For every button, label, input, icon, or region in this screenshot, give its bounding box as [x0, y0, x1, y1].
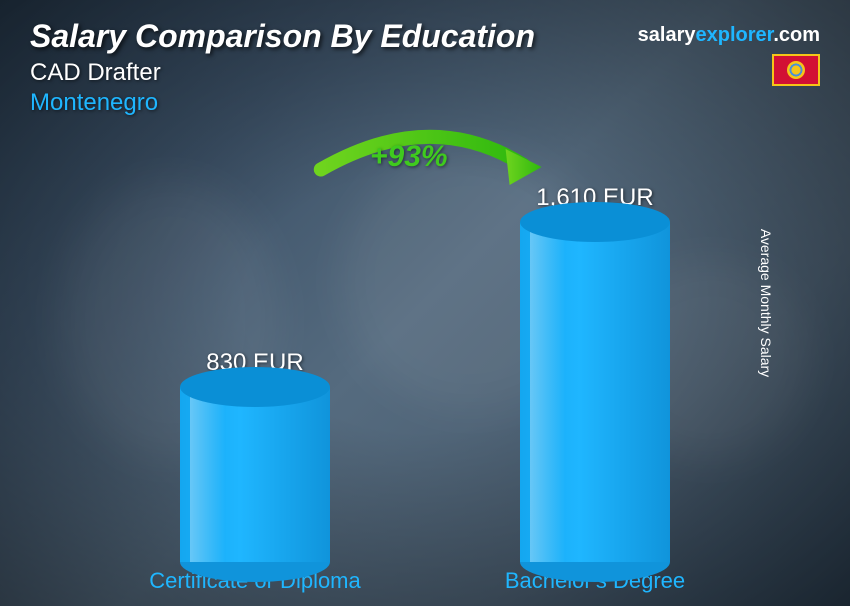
bar-highlight-1 [530, 222, 565, 562]
brand-part2: explorer [695, 24, 773, 46]
flag-emblem [787, 61, 805, 79]
bar-group-1: 1,610 EUR [470, 184, 720, 562]
bar-highlight-0 [190, 387, 225, 562]
bar-body-0 [180, 387, 330, 562]
brand-logo: salaryexplorer.com [638, 24, 820, 47]
brand-part3: .com [773, 24, 820, 46]
brand-part1: salary [638, 24, 696, 46]
bar-top-0 [180, 367, 330, 407]
header: Salary Comparison By Education CAD Draft… [30, 18, 535, 117]
percent-increase: +93% [370, 140, 448, 174]
bar-0 [180, 387, 330, 562]
country-flag [772, 54, 820, 86]
bar-group-0: 830 EUR [130, 349, 380, 562]
bar-1 [520, 222, 670, 562]
country-name: Montenegro [30, 89, 535, 117]
y-axis-label: Average Monthly Salary [758, 229, 774, 377]
page-title: Salary Comparison By Education [30, 18, 535, 55]
bar-body-1 [520, 222, 670, 562]
job-subtitle: CAD Drafter [30, 59, 535, 87]
